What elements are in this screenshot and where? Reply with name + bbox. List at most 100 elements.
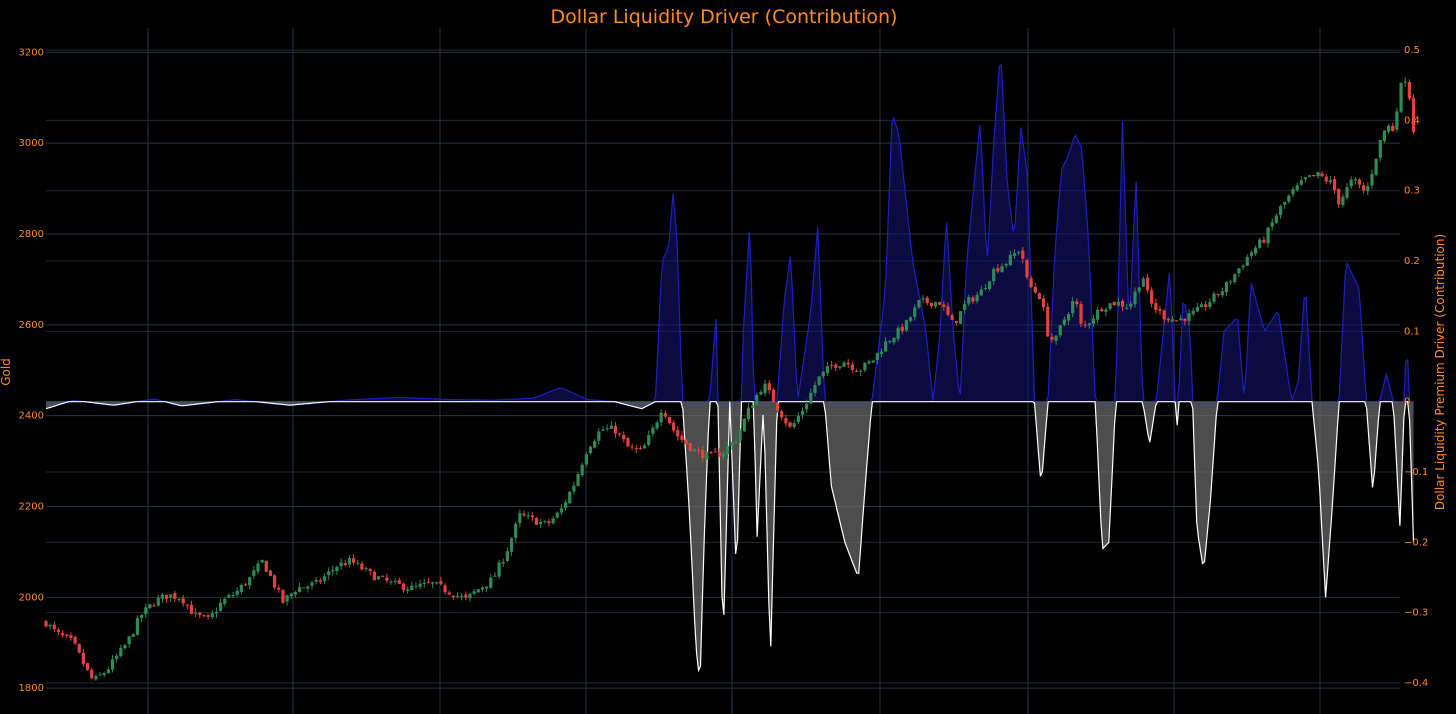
candle-body <box>576 474 580 486</box>
candle-body <box>1295 185 1299 191</box>
candle-body <box>181 598 185 604</box>
candle-body <box>663 413 667 417</box>
candle-body <box>1337 188 1341 205</box>
candle-body <box>1387 125 1391 132</box>
candle-body <box>1233 273 1237 282</box>
candle-body <box>1129 303 1133 307</box>
candle-body <box>522 513 526 516</box>
candle-body <box>480 587 485 590</box>
candle-body <box>447 592 451 595</box>
candle-body <box>867 361 871 364</box>
candle-body <box>81 652 86 665</box>
left-tick-label: 2400 <box>19 411 44 422</box>
candle-body <box>929 302 933 307</box>
candle-body <box>1249 252 1254 256</box>
candle-body <box>1220 291 1224 296</box>
candle-body <box>1299 180 1303 185</box>
candle-body <box>414 585 418 587</box>
candle-body <box>73 636 77 644</box>
candle-body <box>805 403 809 410</box>
candle-body <box>248 577 252 586</box>
candle-body <box>497 562 501 577</box>
candle-body <box>426 581 431 583</box>
candle-body <box>900 326 904 332</box>
candle-body <box>1116 301 1121 306</box>
candle-body <box>56 629 61 633</box>
candle-body <box>455 595 460 597</box>
candle-body <box>264 560 268 572</box>
candle-body <box>676 430 680 437</box>
candle-body <box>381 575 385 577</box>
candle-body <box>1191 310 1195 315</box>
candle-body <box>123 645 127 649</box>
candle-body <box>734 441 738 443</box>
candle-body <box>618 433 622 435</box>
left-tick-label: 2600 <box>19 320 44 331</box>
candle-body <box>514 523 518 538</box>
candle-body <box>331 569 335 572</box>
candle-body <box>1199 304 1204 308</box>
candle-body <box>1366 186 1370 192</box>
right-tick-label: −0.3 <box>1404 608 1428 619</box>
candle-body <box>318 580 322 582</box>
candle-body <box>721 453 726 457</box>
candle-body <box>1374 158 1378 175</box>
candle-body <box>1187 313 1191 322</box>
candle-body <box>1120 300 1125 307</box>
candle-body <box>1341 196 1345 205</box>
candle-body <box>1316 172 1320 177</box>
candle-body <box>746 407 751 420</box>
candle-body <box>1195 306 1199 312</box>
candle-body <box>568 491 572 504</box>
candle-body <box>884 341 888 352</box>
candle-body <box>214 611 219 614</box>
candle-body <box>268 570 273 576</box>
candle-body <box>717 451 721 457</box>
candle-body <box>302 587 306 589</box>
candle-body <box>1083 324 1087 326</box>
candle-body <box>98 674 102 676</box>
candle-body <box>169 594 173 598</box>
candle-body <box>1154 303 1158 310</box>
candle-body <box>1017 251 1021 253</box>
candle-body <box>397 580 401 584</box>
candle-body <box>1000 266 1004 273</box>
candle-body <box>530 515 534 518</box>
candle-body <box>77 643 81 653</box>
candle-body <box>347 558 352 565</box>
candle-body <box>888 341 892 343</box>
candle-body <box>401 583 406 591</box>
candle-body <box>992 269 996 282</box>
candle-body <box>1087 323 1091 326</box>
candle-body <box>1270 222 1274 227</box>
candle-body <box>709 452 713 454</box>
candle-body <box>738 430 742 441</box>
candle-body <box>821 371 825 377</box>
candle-body <box>1021 250 1025 259</box>
candle-body <box>534 517 539 525</box>
candle-body <box>572 485 576 492</box>
candle-body <box>1158 309 1162 311</box>
candle-body <box>1399 83 1403 112</box>
candle-body <box>630 446 634 448</box>
left-axis-ticks: 1800 2000 2200 2400 2600 2800 3000 3200 <box>19 47 44 694</box>
candle-body <box>1066 314 1071 321</box>
candle-body <box>963 304 967 310</box>
candle-body <box>1025 259 1029 278</box>
candle-body <box>1245 256 1249 266</box>
candle-body <box>601 429 605 431</box>
candle-body <box>863 362 867 371</box>
candle-body <box>376 576 381 580</box>
candle-body <box>1112 301 1116 305</box>
candle-body <box>410 585 414 591</box>
candle-body <box>256 563 260 572</box>
right-axis-title: Dollar Liquidity Premium Driver (Contrib… <box>1433 234 1447 510</box>
candle-body <box>356 562 360 564</box>
right-tick-label: −0.4 <box>1404 678 1428 689</box>
candle-body <box>701 449 705 459</box>
candle-body <box>439 581 443 585</box>
candle-body <box>243 584 248 586</box>
positive-area-fill <box>46 65 1414 402</box>
candle-body <box>144 607 148 614</box>
